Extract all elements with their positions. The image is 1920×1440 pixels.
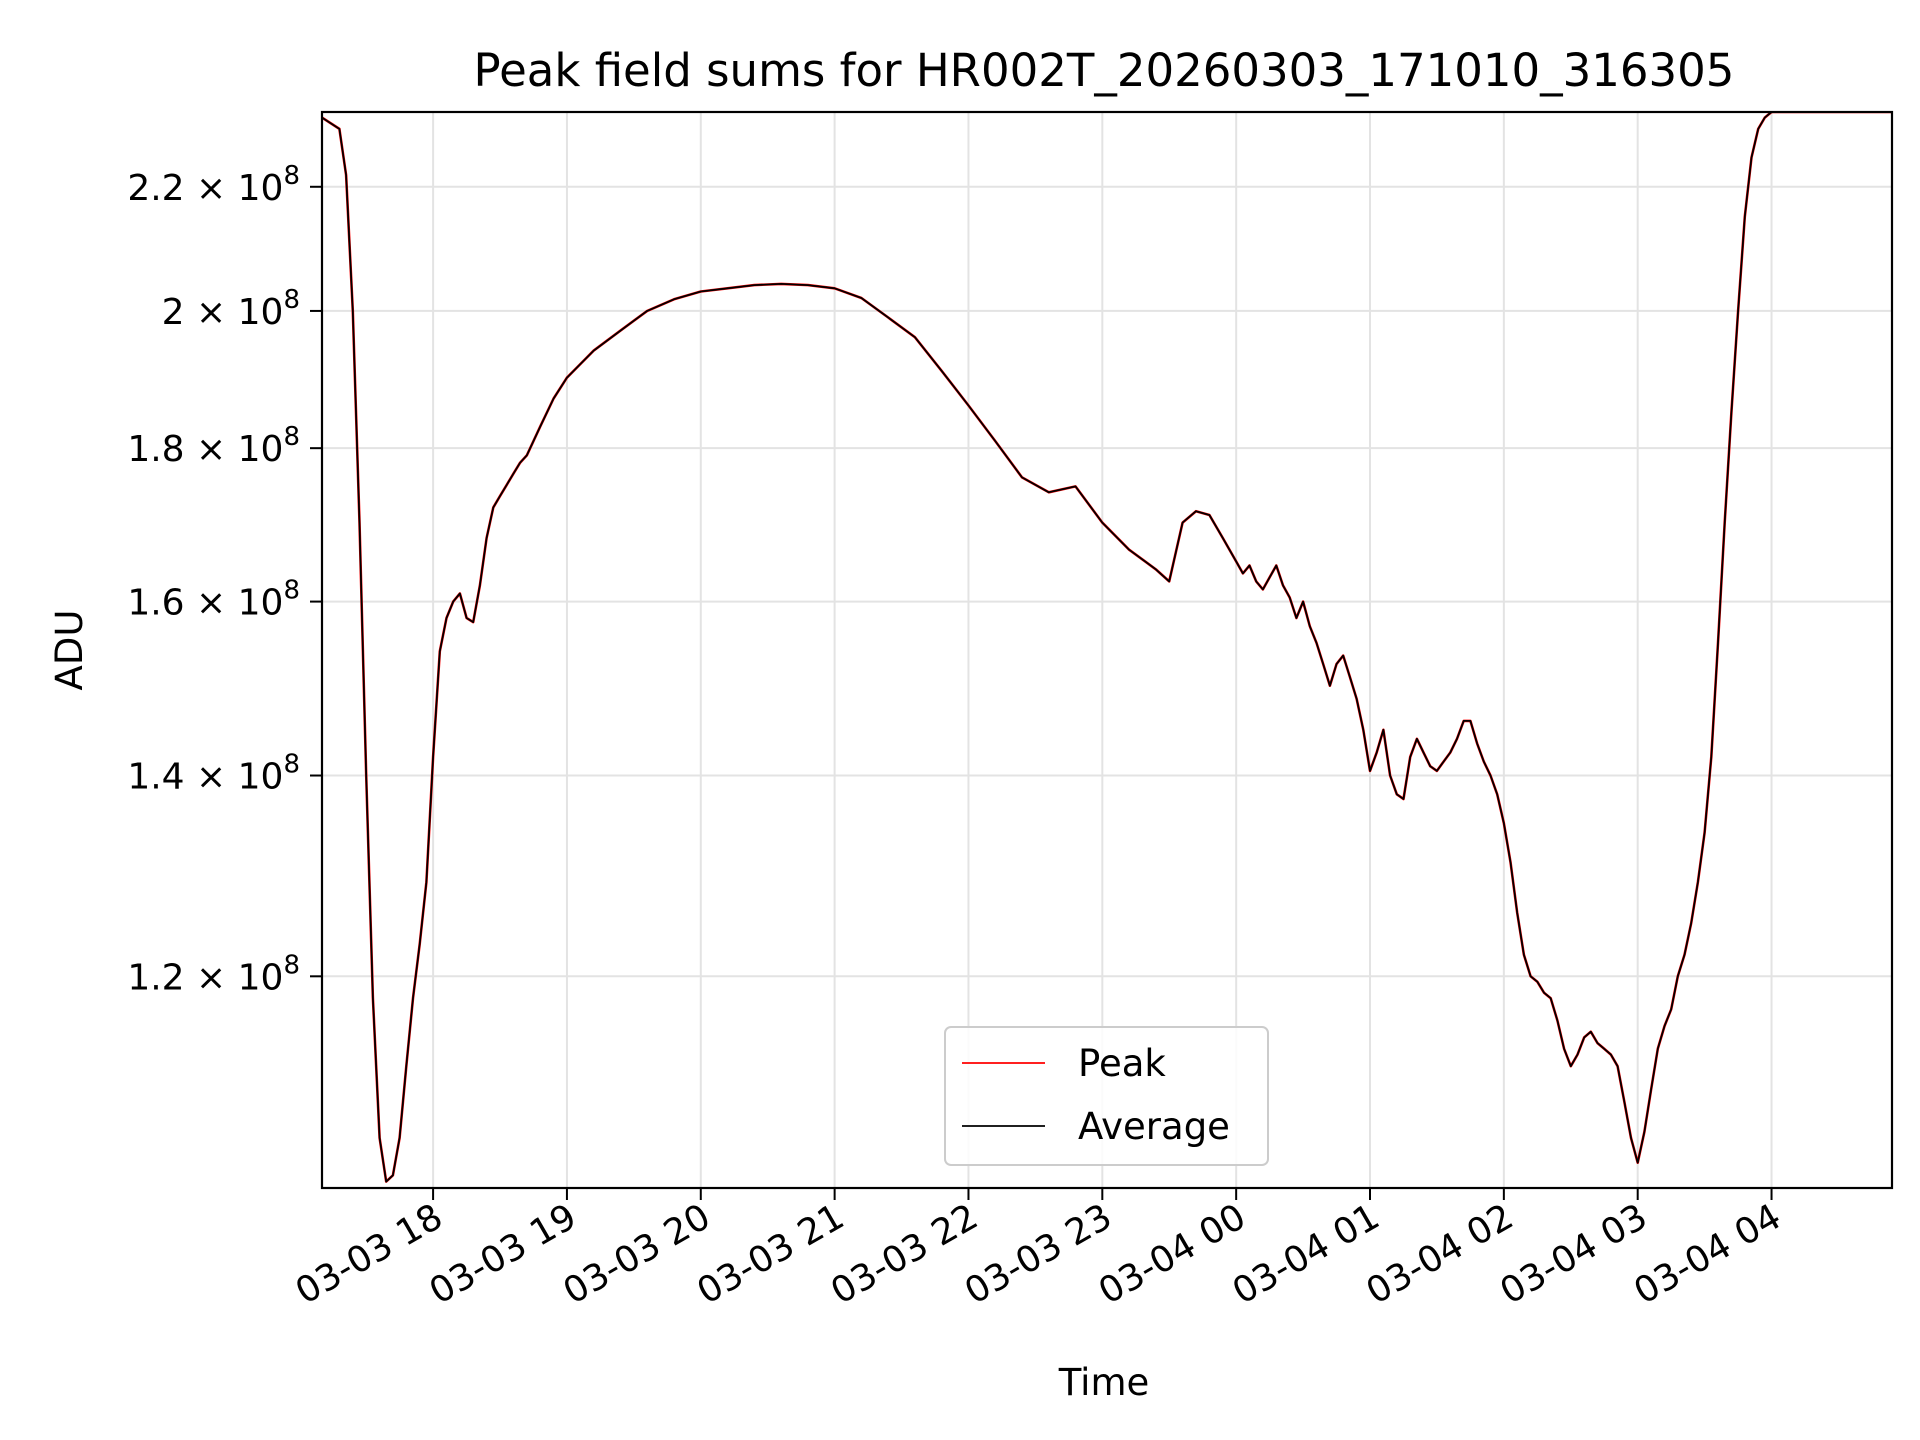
y-tick-mantissa: 1.6	[127, 583, 184, 624]
y-tick-label: 1.8 × 108	[127, 422, 300, 470]
y-tick-times: ×	[185, 583, 238, 624]
y-tick-label: 1.6 × 108	[127, 576, 300, 624]
y-tick-mantissa: 1.2	[127, 957, 184, 998]
y-tick-base: 10	[238, 757, 284, 798]
y-tick-exponent: 8	[283, 576, 300, 606]
y-tick-label: 2.2 × 108	[127, 161, 300, 209]
y-tick-label: 2 × 108	[162, 285, 300, 333]
y-tick-mantissa: 1.4	[127, 757, 184, 798]
y-tick-exponent: 8	[283, 750, 300, 780]
legend-box	[944, 1026, 1269, 1166]
y-tick-mantissa: 1.8	[127, 429, 184, 470]
y-tick-base: 10	[238, 957, 284, 998]
chart-title: Peak field sums for HR002T_20260303_1710…	[474, 44, 1735, 97]
y-tick-base: 10	[238, 168, 284, 209]
y-tick-times: ×	[185, 957, 238, 998]
plot-frame	[320, 110, 1894, 1190]
y-tick-exponent: 8	[283, 285, 300, 315]
y-tick-label: 1.4 × 108	[127, 750, 300, 798]
y-tick-label: 1.2 × 108	[127, 950, 300, 998]
y-tick-exponent: 8	[283, 422, 300, 452]
y-tick-base: 10	[238, 429, 284, 470]
y-tick-mantissa: 2	[162, 292, 185, 333]
y-tick-exponent: 8	[283, 161, 300, 191]
y-tick-exponent: 8	[283, 950, 300, 980]
y-tick-base: 10	[238, 583, 284, 624]
y-tick-base: 10	[238, 292, 284, 333]
y-tick-times: ×	[185, 168, 238, 209]
series-layer	[322, 112, 1892, 1183]
y-axis-label: ADU	[48, 610, 91, 691]
y-tick-times: ×	[185, 292, 238, 333]
y-tick-mantissa: 2.2	[127, 168, 184, 209]
y-tick-times: ×	[185, 429, 238, 470]
series-line-average	[322, 112, 1892, 1183]
legend-label-average: Average	[1078, 1105, 1230, 1148]
x-axis-label: Time	[1058, 1361, 1150, 1404]
legend-label-peak: Peak	[1078, 1042, 1166, 1085]
y-tick-times: ×	[185, 757, 238, 798]
legend: Peak Average	[944, 1026, 1269, 1166]
